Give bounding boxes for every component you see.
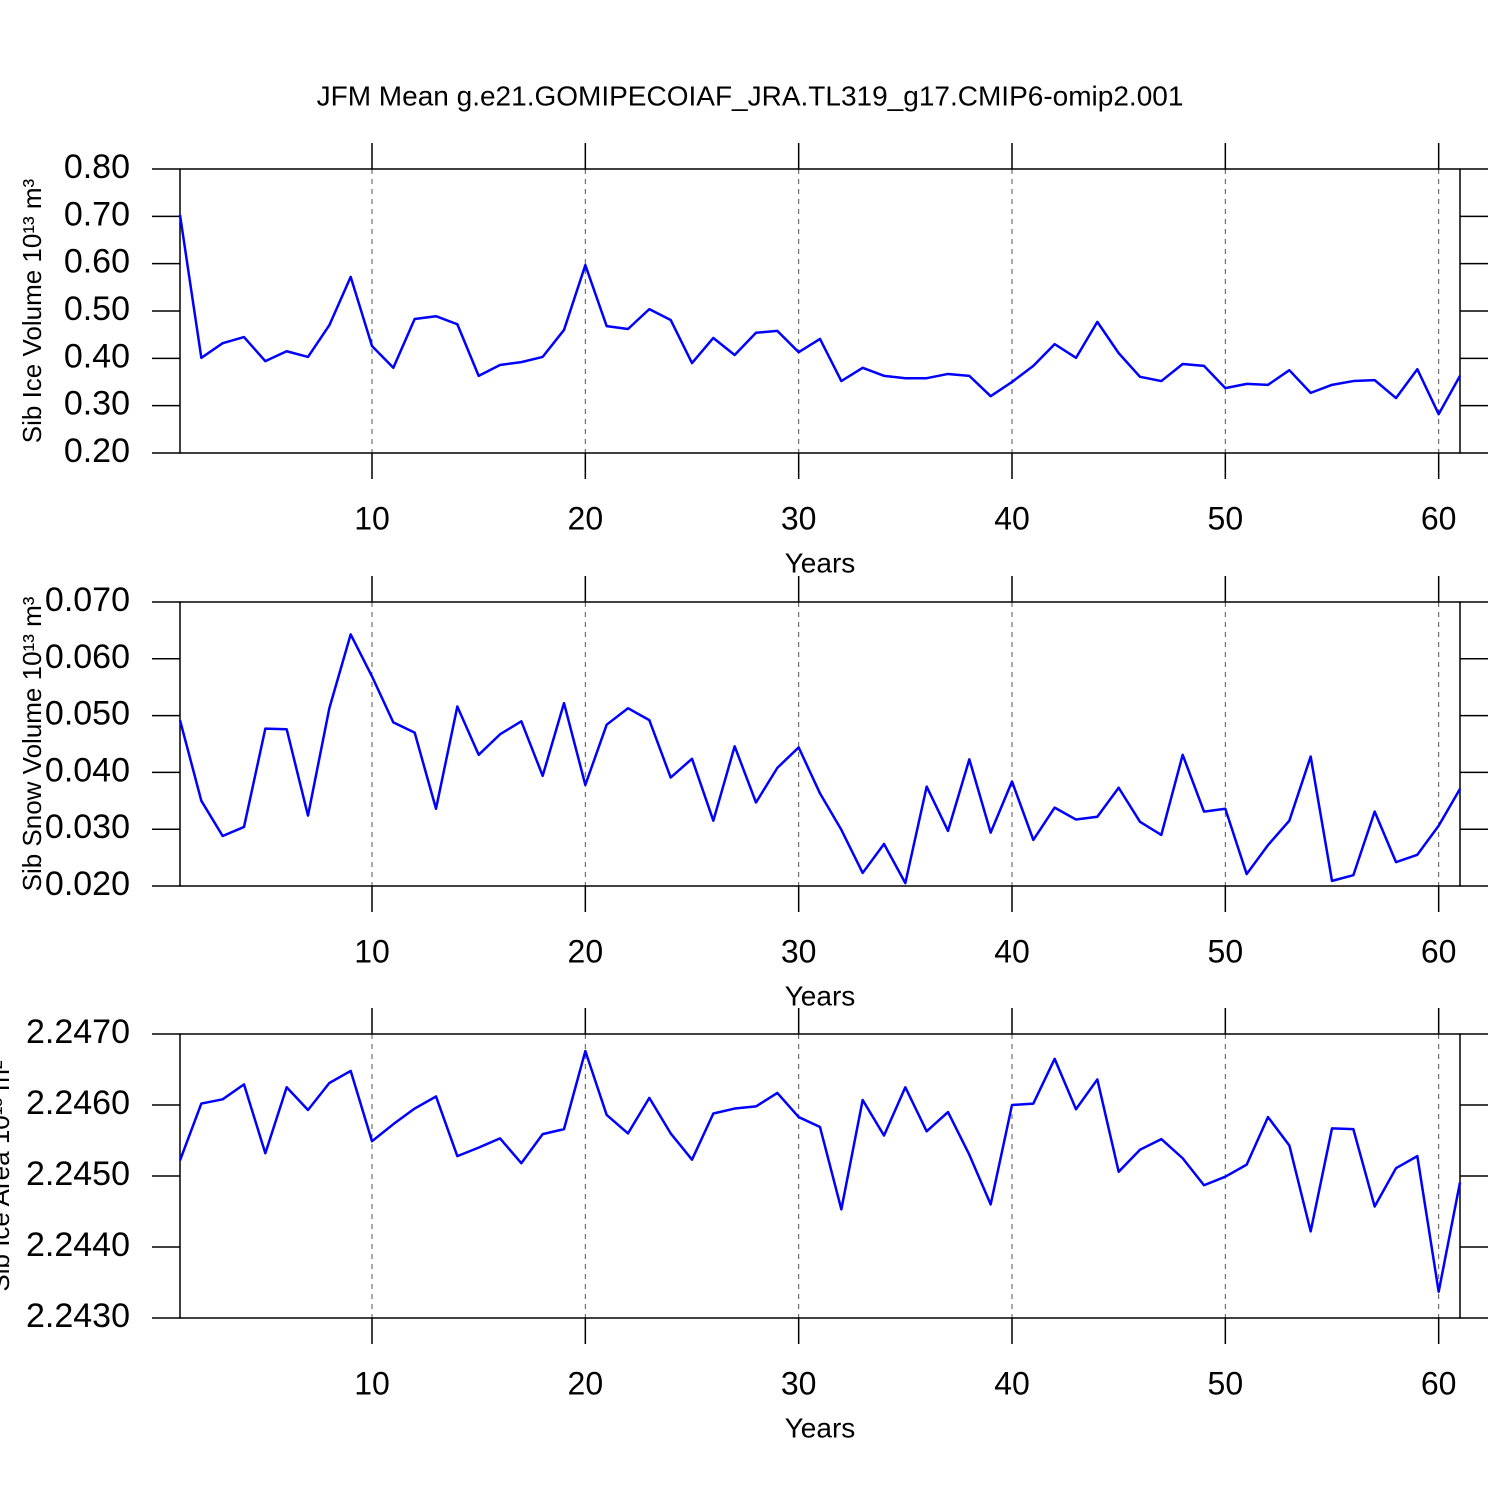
- plot-frame: [179, 168, 1461, 454]
- y-tick-label: 0.060: [45, 638, 130, 676]
- x-tick-label: 60: [1421, 933, 1457, 969]
- x-tick-label: 20: [568, 1365, 604, 1401]
- data-line: [178, 633, 1462, 885]
- y-tick-label: 0.60: [64, 243, 130, 281]
- x-tick-label: 20: [568, 933, 604, 969]
- y-tick-label: 0.70: [64, 195, 130, 233]
- y-tick-label: 0.50: [64, 290, 130, 328]
- y-tick-label: 0.30: [64, 385, 130, 423]
- x-tick-label: 50: [1208, 500, 1244, 536]
- plot-frame: [179, 601, 1461, 887]
- x-tick-label: 30: [781, 500, 817, 536]
- y-tick-label: 0.020: [45, 865, 130, 903]
- x-tick-label: 40: [994, 500, 1030, 536]
- y-tick-label: 0.030: [45, 808, 130, 846]
- x-tick-label: 40: [994, 1365, 1030, 1401]
- y-tick-label: 2.2440: [26, 1226, 130, 1264]
- y-tick-label: 0.070: [45, 581, 130, 619]
- chart-title: JFM Mean g.e21.GOMIPECOIAF_JRA.TL319_g17…: [317, 80, 1184, 111]
- x-tick-label: 10: [354, 1365, 390, 1401]
- y-tick-label: 2.2460: [26, 1084, 130, 1122]
- x-tick-label: 50: [1208, 933, 1244, 969]
- x-tick-label: 50: [1208, 1365, 1244, 1401]
- x-axis-title: Years: [785, 980, 856, 1011]
- x-tick-label: 60: [1421, 500, 1457, 536]
- x-tick-label: 30: [781, 933, 817, 969]
- x-tick-label: 10: [354, 933, 390, 969]
- x-tick-label: 20: [568, 500, 604, 536]
- y-tick-label: 0.40: [64, 337, 130, 375]
- y-tick-label: 2.2430: [26, 1297, 130, 1335]
- y-tick-label: 0.050: [45, 695, 130, 733]
- x-axis-title: Years: [785, 1412, 856, 1443]
- y-tick-label: 0.20: [64, 432, 130, 470]
- y-axis-title: Sib Ice Area 10¹³ m²: [0, 1060, 15, 1292]
- y-tick-label: 0.80: [64, 148, 130, 186]
- x-tick-label: 40: [994, 933, 1030, 969]
- y-tick-label: 2.2450: [26, 1155, 130, 1193]
- y-tick-label: 0.040: [45, 751, 130, 789]
- x-tick-label: 60: [1421, 1365, 1457, 1401]
- y-axis-title: Sib Snow Volume 10¹³ m³: [17, 596, 47, 891]
- y-axis-title: Sib Ice Volume 10¹³ m³: [17, 178, 47, 443]
- x-tick-label: 10: [354, 500, 390, 536]
- plot-frame: [179, 1033, 1461, 1319]
- y-tick-label: 2.2470: [26, 1013, 130, 1051]
- x-tick-label: 30: [781, 1365, 817, 1401]
- x-axis-title: Years: [785, 547, 856, 578]
- data-line: [178, 1049, 1462, 1293]
- data-line: [178, 214, 1462, 416]
